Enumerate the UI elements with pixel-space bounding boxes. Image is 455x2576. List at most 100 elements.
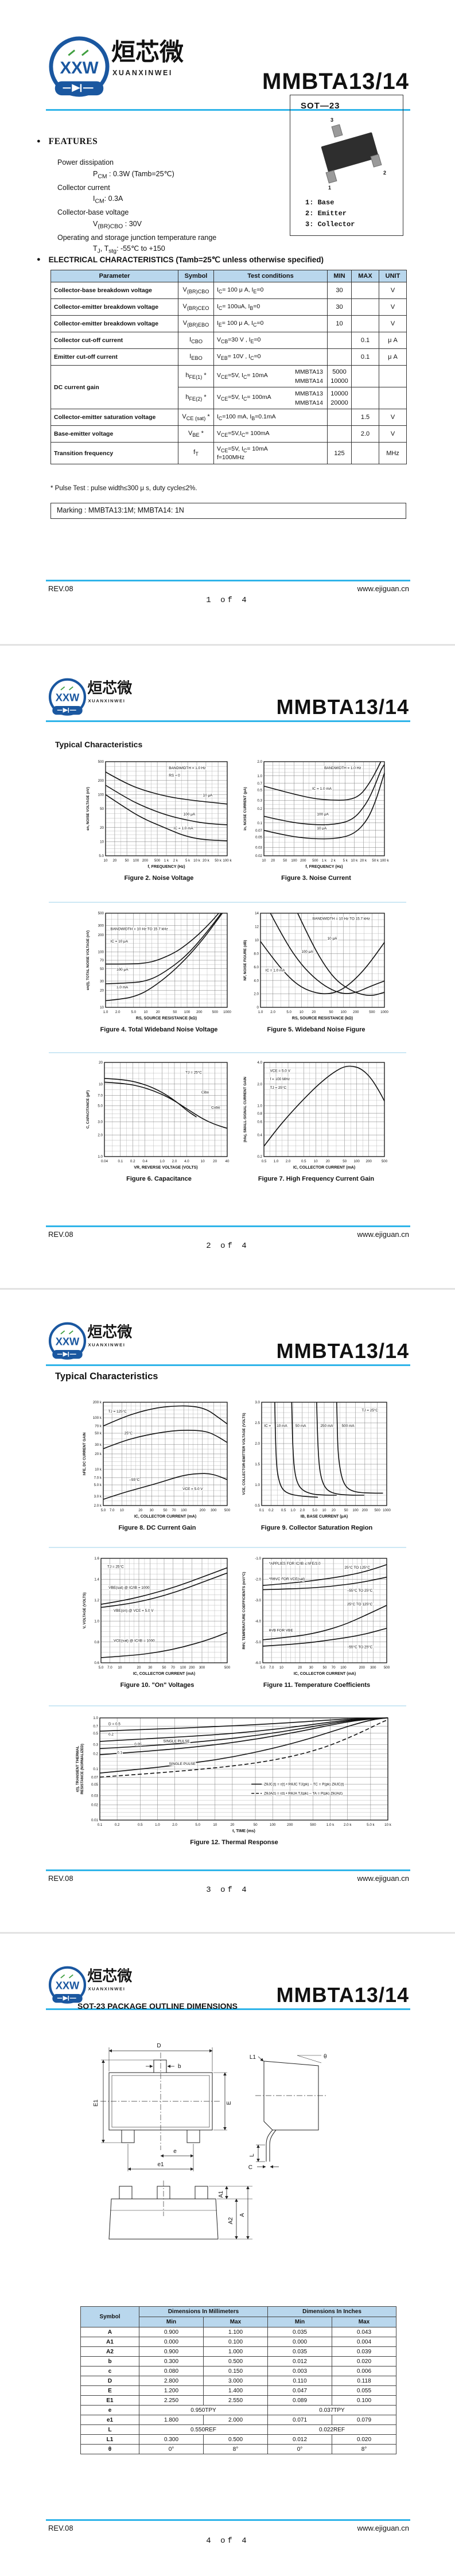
table-row: A 0.900 1.100 0.035 0.043	[80, 2327, 396, 2337]
curve	[99, 1717, 388, 1774]
svg-text:0.03: 0.03	[255, 845, 263, 849]
table-cell: 0.100	[203, 2337, 268, 2347]
svg-text:2.0: 2.0	[255, 1442, 260, 1446]
table-cell: 0.089	[267, 2395, 332, 2406]
table-cell: Base-emitter voltage	[50, 425, 178, 443]
svg-text:50: 50	[125, 859, 129, 863]
table-cell	[327, 409, 352, 426]
svg-text:1.0: 1.0	[257, 1104, 262, 1108]
svg-text:r(t), TRANSIENT THERMAL: r(t), TRANSIENT THERMAL	[76, 1745, 80, 1792]
curve	[105, 785, 228, 825]
svg-text:10 μA: 10 μA	[203, 794, 213, 798]
table-row: Base-emitter voltage VBE * VCE=5V,IC= 100m…	[50, 425, 407, 443]
svg-text:0.8: 0.8	[257, 1112, 262, 1116]
table-row: L 0.550REF 0.022REF	[80, 2424, 396, 2435]
svg-text:2.0: 2.0	[115, 1010, 120, 1014]
svg-text:5.0: 5.0	[286, 1010, 291, 1014]
curve	[270, 913, 385, 994]
footer-rule	[46, 1225, 410, 1227]
svg-text:IB, BASE CURRENT (μA): IB, BASE CURRENT (μA)	[301, 1515, 348, 1519]
svg-text:-1.0: -1.0	[255, 1557, 261, 1561]
column-header: Test conditions	[213, 270, 328, 282]
svg-text:0.5: 0.5	[255, 1504, 260, 1508]
curve	[103, 1473, 228, 1500]
column-header: MAX	[351, 270, 379, 282]
curve	[291, 1402, 337, 1496]
column-header: UNIT	[379, 270, 407, 282]
svg-text:IC = 1.0 mA: IC = 1.0 mA	[174, 827, 194, 831]
fig8-plot: 5.0 7.0 10 20 30 50 70 100 200 300 500 200 k 100 k 70…	[80, 1396, 234, 1523]
svg-text:XXW: XXW	[56, 1980, 80, 1992]
feature-line: Operating and storage junction temperatu…	[57, 233, 217, 242]
table-cell: Transition frequency	[50, 442, 178, 464]
svg-text:2.0: 2.0	[270, 1010, 275, 1014]
header-rule	[46, 109, 410, 111]
svg-text:70 k: 70 k	[95, 1425, 102, 1429]
dim-label-theta: θ	[324, 2054, 327, 2060]
bullet-icon: ●	[37, 256, 41, 263]
svg-text:30 k: 30 k	[95, 1443, 102, 1447]
svg-text:500: 500	[374, 1508, 380, 1512]
lead-number-1: 1	[328, 185, 332, 191]
table-cell: VBE *	[178, 425, 214, 443]
svg-text:100 μA: 100 μA	[116, 968, 129, 972]
svg-text:500: 500	[384, 1666, 390, 1670]
curve	[103, 1405, 228, 1427]
brand-chinese-name: 烜芯微	[111, 38, 184, 66]
svg-text:1.0: 1.0	[160, 1159, 165, 1163]
table-cell: b	[80, 2356, 139, 2366]
header-rule	[46, 1364, 410, 1366]
dim-label-b: b	[178, 2063, 181, 2070]
dim-label-L1: L1	[250, 2054, 256, 2061]
svg-text:500: 500	[98, 760, 104, 764]
svg-text:500: 500	[310, 1823, 316, 1827]
svg-text:0.05: 0.05	[134, 1743, 142, 1747]
column-header: MIN	[327, 270, 352, 282]
svg-text:300: 300	[98, 924, 104, 928]
svg-text:10 mA: 10 mA	[277, 1424, 287, 1428]
table-cell: 2.800	[139, 2376, 204, 2386]
brand-latin-name: XUANXINWEI	[88, 1986, 126, 1992]
svg-text:14: 14	[255, 911, 259, 915]
svg-text:100 μA: 100 μA	[317, 812, 329, 816]
table-cell: 0.300	[139, 2434, 204, 2445]
table-cell: 0.500	[203, 2356, 268, 2366]
svg-text:TJ = 125°C: TJ = 125°C	[108, 1409, 127, 1414]
fig6-plot: 0.04 0.1 0.2 0.4 1.0 2.0 4.0 10 20 40 20 10 7.0 5.0 3.…	[84, 1057, 234, 1174]
svg-text:50: 50	[343, 1159, 347, 1163]
page-2: XXW 烜芯微 XUANXINWEI MMBTA13/14 Typical Ch…	[0, 646, 455, 1290]
table-cell: 0.500	[203, 2434, 268, 2445]
brand-latin-name: XUANXINWEI	[112, 69, 173, 77]
svg-text:1.0: 1.0	[103, 1010, 108, 1014]
svg-text:0.07: 0.07	[255, 829, 263, 833]
figure-7-high-frequency-current-gain: 0.5 1.0 2.0 0.5 10 20 50 100 200 500 4.0 2.0 1.0 0.8 0…	[241, 1057, 391, 1182]
svg-text:0.2: 0.2	[115, 1823, 120, 1827]
table-row: c 0.080 0.150 0.003 0.006	[80, 2366, 396, 2376]
svg-text:30: 30	[148, 1666, 152, 1670]
svg-text:0.5: 0.5	[262, 1159, 267, 1163]
table-cell	[351, 365, 379, 387]
svg-text:1.0: 1.0	[258, 1010, 263, 1014]
svg-text:10 k: 10 k	[384, 1823, 392, 1827]
svg-text:TJ = 25°C: TJ = 25°C	[361, 1408, 378, 1413]
figure-11-temperature-coefficients: 5.0 7.0 10 20 30 50 70 100 200 300 500 -1.0 -2.0 -3.0…	[240, 1553, 394, 1689]
svg-text:0.02: 0.02	[255, 854, 263, 858]
svg-text:0.05: 0.05	[255, 835, 263, 839]
svg-text:XXW: XXW	[60, 59, 98, 77]
svg-text:10 μA: 10 μA	[328, 937, 338, 941]
figure-row-separator	[49, 902, 406, 903]
svg-text:-3.0: -3.0	[255, 1599, 261, 1603]
svg-text:1.0: 1.0	[257, 774, 262, 778]
package-lead-3	[331, 124, 343, 138]
svg-text:3.0: 3.0	[255, 1400, 260, 1405]
footer-revision: REV.08	[48, 1874, 73, 1883]
table-row: DC current gain hFE(1) * VCE=5V, IC= 10mA M…	[50, 365, 407, 409]
svg-text:8.0: 8.0	[254, 952, 259, 956]
svg-text:0.2: 0.2	[130, 1159, 135, 1163]
package-body	[321, 132, 379, 172]
figure-caption: Figure 9. Collector Saturation Region	[260, 1524, 373, 1531]
svg-text:100 μA: 100 μA	[184, 812, 196, 816]
table-cell: 0.000	[267, 2337, 332, 2347]
svg-text:TJ = 25°C: TJ = 25°C	[185, 1070, 202, 1075]
svg-text:0.1: 0.1	[257, 821, 262, 825]
